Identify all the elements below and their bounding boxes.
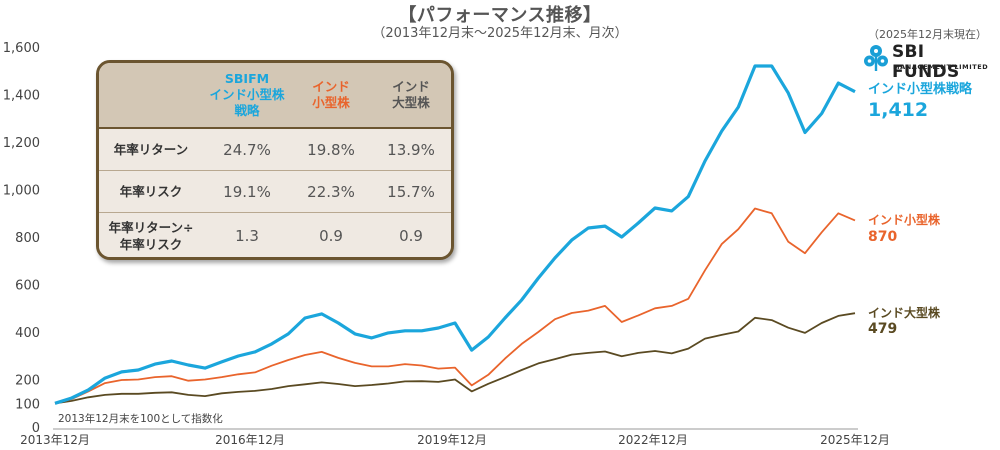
stat-value: 1.3 [235, 227, 259, 245]
stat-value: 19.1% [223, 182, 271, 201]
stat-value: 24.7% [223, 140, 271, 159]
x-tick-label: 2022年12月 [618, 433, 688, 447]
x-axis: 2013年12月 2016年12月 2019年12月 2022年12月 2025年12月 [20, 433, 890, 447]
as-of-date: （2025年12月末現在） [868, 28, 987, 41]
clover-logo-icon [864, 45, 888, 71]
sbifm-strategy-line [54, 64, 856, 405]
x-tick-label: 2025年12月 [820, 433, 890, 447]
stat-value: 0.9 [319, 227, 343, 245]
stat-value: 13.9% [387, 140, 435, 159]
stats-row-annual-risk: 年率リスク 19.1% 22.3% 15.7% [99, 171, 451, 213]
y-tick-label: 0 [32, 421, 40, 436]
y-axis: 0 100 200 400 600 800 1,000 1,200 1,400 1,600 [3, 41, 40, 436]
stat-value: 22.3% [307, 182, 355, 201]
chart-title: 【パフォーマンス推移】 [398, 5, 602, 26]
logo-name: SBI FUNDS [892, 42, 960, 82]
x-tick-label: 2013年12月 [20, 433, 90, 447]
stat-value: 15.7% [387, 182, 435, 201]
stats-table: SBIFM インド小型株 戦略 インド 小型株 インド 大型株 年率リターン 24.7%… [96, 60, 454, 260]
stats-header-row: SBIFM インド小型株 戦略 インド 小型株 インド 大型株 [99, 63, 451, 129]
row-label: 年率リターン [113, 142, 189, 157]
x-tick-label: 2016年12月 [215, 433, 285, 447]
series-lines [54, 64, 856, 405]
y-tick-label: 200 [15, 374, 40, 389]
column-header-india-large-cap: インド 大型株 [392, 79, 430, 110]
y-tick-label: 400 [15, 326, 40, 341]
row-label: 年率リスク [119, 184, 183, 199]
column-header-india-small-cap: インド 小型株 [312, 79, 350, 110]
end-label-india-large-cap: インド大型株 [868, 306, 941, 320]
end-value-sbifm-strategy: 1,412 [868, 99, 929, 121]
stat-value: 0.9 [399, 227, 423, 245]
index-note: 2013年12月末を100として指数化 [58, 413, 223, 425]
stats-row-annual-return: 年率リターン 24.7% 19.8% 13.9% [99, 129, 451, 171]
y-tick-label: 100 [15, 397, 40, 412]
y-tick-label: 1,600 [3, 41, 40, 56]
column-header-sbifm-strategy: SBIFM インド小型株 戦略 [209, 71, 285, 118]
end-label-india-small-cap: インド小型株 [868, 213, 941, 227]
sbi-funds-logo: SBI FUNDS MANAGEMENT LIMITED [864, 42, 996, 82]
y-tick-label: 1,200 [3, 136, 40, 151]
row-label: 年率リターン÷ 年率リスク [108, 220, 194, 252]
india-small-cap-line [54, 207, 856, 405]
x-tick-label: 2019年12月 [417, 433, 487, 447]
y-tick-label: 1,000 [3, 184, 40, 199]
y-tick-label: 600 [15, 279, 40, 294]
end-value-india-large-cap: 479 [868, 321, 898, 337]
chart-subtitle: （2013年12月末～2025年12月末、月次） [372, 26, 628, 41]
y-tick-label: 800 [15, 231, 40, 246]
logo-tagline: MANAGEMENT LIMITED [893, 63, 989, 71]
stats-row-return-risk-ratio: 年率リターン÷ 年率リスク 1.3 0.9 0.9 [99, 213, 451, 257]
end-value-india-small-cap: 870 [868, 229, 898, 245]
india-large-cap-line [54, 312, 856, 405]
end-label-sbifm-strategy: インド小型株戦略 [868, 82, 973, 97]
stat-value: 19.8% [307, 140, 355, 159]
y-tick-label: 1,400 [3, 89, 40, 104]
